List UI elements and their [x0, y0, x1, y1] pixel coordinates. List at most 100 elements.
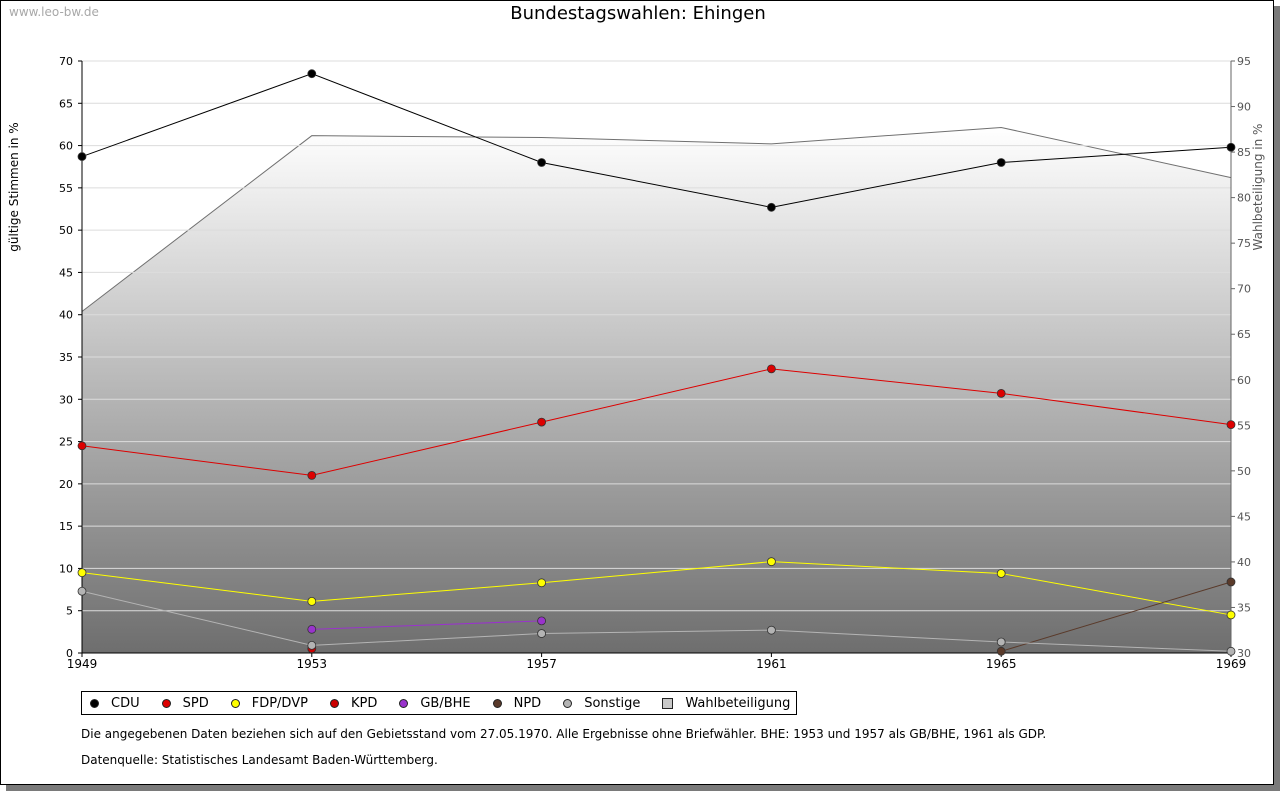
y2-axis-title: Wahlbeteiligung in % [1251, 124, 1265, 251]
x-tick-label: 1949 [67, 657, 98, 671]
y-tick-label: 50 [59, 224, 73, 237]
y-tick-label: 60 [59, 140, 73, 153]
point-cdu [77, 152, 87, 161]
series-line-spd [81, 368, 1232, 476]
y2-tick-label: 80 [1237, 192, 1251, 205]
point-fdp-dvp [996, 569, 1006, 578]
x-tick-label: 1965 [986, 657, 1017, 671]
y2-tick-label: 75 [1237, 237, 1251, 250]
point-gb-bhe [537, 616, 546, 626]
point-sonstige [77, 586, 87, 596]
y2-tick-label: 90 [1237, 101, 1251, 114]
y2-tick-label: 60 [1237, 374, 1251, 387]
x-tick-label: 1961 [756, 657, 787, 671]
legend-label: FDP/DVP [251, 695, 308, 711]
point-npd [996, 646, 1006, 656]
legend-marker [662, 697, 674, 709]
y2-tick-label: 95 [1237, 55, 1251, 68]
source-note: Datenquelle: Statistisches Landesamt Bad… [81, 753, 438, 767]
series-line-npd [1001, 581, 1232, 652]
legend-item-kpd: KPD [326, 696, 377, 711]
point-spd [307, 470, 317, 480]
legend-marker [492, 698, 502, 708]
legend-label: CDU [111, 695, 140, 711]
point-gb-bhe [307, 624, 317, 634]
axis-labels: 0 5 10 15 20 25 30 35 40 45 50 55 60 65 70 30 35 40 45 50 55… [7, 55, 1265, 671]
point-fdp-dvp [1226, 610, 1236, 620]
y-tick-label: 40 [59, 309, 73, 322]
turnout-area-layer [81, 126, 1232, 654]
y-tick-label: 10 [59, 562, 73, 575]
point-fdp-dvp [767, 557, 776, 567]
point-fdp-dvp [537, 578, 546, 588]
series-lines [81, 73, 1232, 652]
series-line-cdu [81, 73, 1232, 208]
legend-marker [230, 698, 240, 708]
x-tick-label: 1957 [526, 657, 557, 671]
y2-tick-label: 50 [1237, 465, 1251, 478]
point-fdp-dvp [77, 568, 87, 578]
turnout-area [82, 127, 1231, 654]
legend-item-sonstige: Sonstige [559, 696, 640, 711]
y2-tick-label: 35 [1237, 601, 1251, 614]
turnout-line [81, 126, 1232, 312]
x-tick-label: 1953 [297, 657, 328, 671]
y-tick-label: 30 [59, 393, 73, 406]
point-spd [767, 364, 776, 374]
y2-tick-label: 85 [1237, 146, 1251, 159]
legend-marker [329, 698, 339, 708]
series-line-fdp-dvp [81, 561, 1232, 616]
x-tick-label: 1969 [1216, 657, 1247, 671]
series-line-gb-bhe [311, 620, 542, 630]
point-spd [996, 388, 1006, 398]
chart-title: Bundestagswahlen: Ehingen [510, 3, 766, 24]
series-points [77, 69, 1236, 656]
legend-item-npd: NPD [489, 695, 542, 711]
y-tick-label: 70 [59, 55, 73, 68]
watermark: www.leo-bw.de [9, 5, 99, 19]
point-sonstige [1226, 646, 1236, 656]
y-tick-label: 45 [59, 266, 73, 279]
y2-tick-label: 40 [1237, 556, 1251, 569]
legend-marker [563, 698, 573, 708]
legend-label: GB/BHE [420, 695, 471, 711]
legend-label: KPD [350, 695, 378, 711]
legend-item-gb-bhe: GB/BHE [395, 695, 471, 711]
legend-marker [161, 698, 171, 708]
point-cdu [537, 158, 546, 167]
y2-tick-label: 55 [1237, 419, 1251, 432]
point-sonstige [996, 637, 1006, 647]
point-fdp-dvp [307, 597, 317, 606]
legend-item-wahlbeteiligung: Wahlbeteiligung [658, 696, 790, 711]
y2-tick-label: 30 [1237, 647, 1251, 660]
point-cdu [1226, 142, 1236, 152]
y-tick-label: 15 [59, 520, 73, 533]
legend: CDU SPD FDP/DVP KPD GB/BHE NPD Sonstige Wahlbet… [81, 691, 798, 715]
point-sonstige [307, 640, 317, 650]
y-tick-label: 65 [59, 97, 73, 110]
legend-label: NPD [513, 695, 542, 711]
point-spd [1226, 420, 1236, 430]
legend-marker [399, 698, 409, 708]
legend-item-spd: SPD [158, 696, 209, 711]
point-cdu [307, 69, 317, 79]
y-tick-label: 25 [59, 436, 73, 449]
legend-marker [90, 698, 99, 708]
y2-tick-label: 45 [1237, 510, 1251, 523]
y-tick-label: 20 [59, 478, 73, 491]
footnote: Die angegebenen Daten beziehen sich auf … [81, 727, 1047, 741]
series-line-sonstige [81, 590, 1232, 652]
point-sonstige [767, 625, 776, 635]
point-cdu [996, 158, 1006, 167]
y-axis-title: gültige Stimmen in % [7, 122, 21, 251]
point-spd [537, 417, 546, 427]
y-tick-label: 35 [59, 351, 73, 364]
y2-tick-label: 65 [1237, 328, 1251, 341]
legend-item-cdu: CDU [86, 696, 140, 711]
point-spd [77, 441, 87, 451]
point-sonstige [537, 629, 546, 638]
point-npd [1226, 577, 1236, 587]
point-cdu [767, 202, 776, 212]
